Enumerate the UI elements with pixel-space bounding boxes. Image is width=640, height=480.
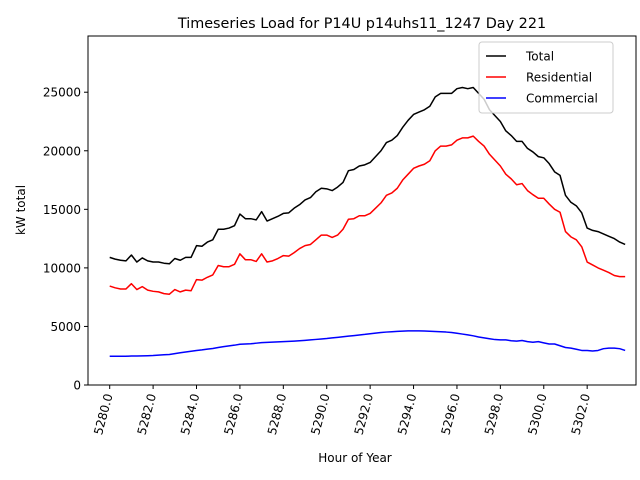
series-line-commercial — [109, 330, 626, 358]
y-axis: 0 5000 10000 15000 20000 25000 — [43, 86, 88, 393]
series-line-residential — [109, 135, 626, 295]
chart-title: Timeseries Load for P14U p14uhs11_1247 D… — [177, 16, 546, 32]
legend-box — [478, 41, 614, 114]
legend-label-residential: Residential — [526, 71, 592, 85]
series-line-total — [109, 86, 626, 265]
y-tick-label: 25000 — [43, 86, 81, 100]
legend-label-commercial: Commercial — [526, 92, 598, 106]
legend-items: Total Residential Commercial — [486, 50, 598, 106]
series-layer — [109, 86, 626, 358]
x-axis-title: Hour of Year — [318, 451, 392, 465]
legend-label-total: Total — [525, 50, 554, 64]
legend: Total Residential Commercial — [478, 41, 614, 114]
y-tick-label: 15000 — [43, 203, 81, 217]
plot-frame — [87, 35, 637, 386]
y-axis-title: kW total — [14, 185, 28, 235]
y-tick-label: 0 — [73, 379, 81, 393]
y-tick-label: 5000 — [50, 320, 81, 334]
y-tick-label: 20000 — [43, 144, 81, 158]
y-tick-label: 10000 — [43, 261, 81, 275]
plot-area — [87, 35, 637, 386]
